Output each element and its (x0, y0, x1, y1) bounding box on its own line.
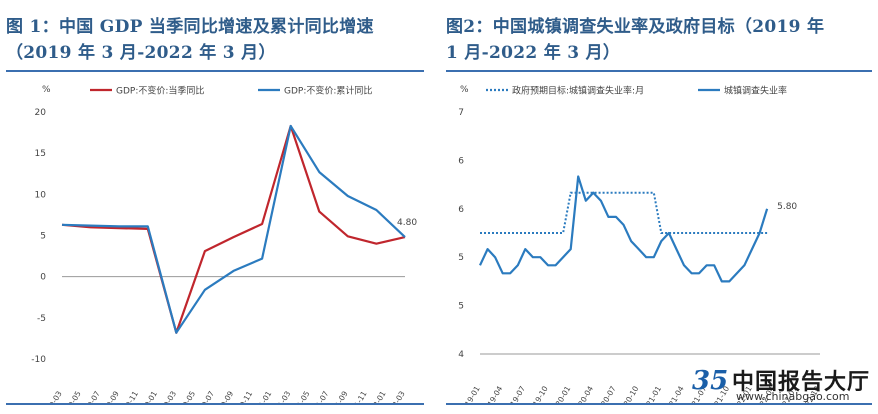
x-tick-label: 2022-03 (383, 389, 407, 404)
series-line-0 (61, 124, 406, 334)
x-tick-label: 2019-07 (504, 384, 528, 404)
x-tick-label: 2022-01 (364, 389, 388, 404)
x-tick-label: 2019-04 (481, 384, 505, 404)
y-tick-label: 10 (35, 190, 47, 200)
y-tick-label: 5 (458, 302, 464, 312)
y-tick-label: 5 (458, 253, 464, 263)
x-tick-label: 2021-09 (326, 389, 350, 404)
y-tick-label: -5 (37, 314, 46, 324)
data-annotation: 5.80 (777, 202, 797, 212)
y-tick-label: 6 (458, 156, 464, 166)
x-tick-label: 2019-05 (59, 389, 83, 404)
y-tick-label: 20 (35, 108, 47, 118)
watermark-name: 中国报告大厅 (732, 370, 871, 395)
x-tick-label: 2019-10 (526, 384, 550, 404)
left-chart-panel: 图 1：中国 GDP 当季同比增速及累计同比增速 （2019 年 3 月-202… (0, 0, 430, 414)
y-tick-label: 5 (40, 232, 46, 242)
legend-label: 城镇调查失业率 (724, 85, 787, 97)
y-axis-label: % (460, 85, 469, 95)
x-tick-label: 2020-10 (617, 384, 641, 404)
x-tick-label: 2021-03 (269, 389, 293, 404)
y-tick-label: 6 (458, 205, 464, 215)
x-tick-label: 2020-01 (549, 384, 573, 404)
right-chart-panel: 图2：中国城镇调查失业率及政府目标（2019 年 1 月-2022 年 3 月）… (440, 0, 878, 414)
data-annotation: 4.80 (397, 218, 417, 228)
x-tick-label: 2020-11 (231, 389, 255, 404)
x-tick-label: 2020-05 (174, 389, 198, 404)
x-tick-label: 2019-03 (40, 389, 64, 404)
x-tick-label: 2019-09 (97, 389, 121, 404)
x-tick-label: 2020-03 (155, 389, 179, 404)
x-tick-label: 2021-04 (662, 384, 686, 404)
watermark-logo: 35 (692, 366, 729, 396)
x-tick-label: 2020-01 (136, 389, 160, 404)
bottom-divider (6, 403, 424, 405)
x-tick-label: 2019-11 (116, 389, 140, 404)
bottom-divider (446, 403, 872, 405)
y-tick-label: 0 (40, 273, 46, 283)
x-tick-label: 2019-07 (78, 389, 102, 404)
y-axis-label: % (42, 85, 51, 95)
series-line-target (480, 191, 768, 234)
y-tick-label: 7 (458, 108, 464, 118)
legend-label: GDP:不变价:累计同比 (284, 85, 372, 97)
x-tick-label: 2020-07 (594, 384, 618, 404)
chart-title: 图2：中国城镇调查失业率及政府目标（2019 年 1 月-2022 年 3 月） (446, 17, 825, 63)
legend-label: 政府预期目标:城镇调查失业率:月 (512, 85, 644, 97)
x-tick-label: 2021-01 (640, 384, 664, 404)
legend-label: GDP:不变价:当季同比 (116, 85, 204, 97)
y-tick-label: 4 (458, 350, 464, 360)
x-tick-label: 2021-01 (250, 389, 274, 404)
series-line-1 (61, 124, 406, 334)
x-tick-label: 2020-04 (572, 384, 596, 404)
watermark: 35 中国报告大厅 www.chinabgao.com (692, 362, 870, 406)
chart-title: 图 1：中国 GDP 当季同比增速及累计同比增速 （2019 年 3 月-202… (6, 17, 374, 63)
y-tick-label: 15 (35, 149, 46, 159)
gdp-growth-chart: %-10-5051015202019-032019-052019-072019-… (31, 85, 417, 405)
x-tick-label: 2021-05 (288, 389, 312, 404)
x-tick-label: 2020-07 (193, 389, 217, 404)
x-tick-label: 2021-07 (307, 389, 331, 404)
x-tick-label: 2019-01 (458, 384, 482, 404)
x-tick-label: 2021-11 (345, 389, 369, 404)
watermark-url: www.chinabgao.com (736, 390, 850, 403)
series-line-1 (479, 175, 769, 283)
title-divider (446, 70, 872, 72)
title-divider (6, 70, 424, 72)
y-tick-label: -10 (31, 355, 46, 365)
x-tick-label: 2020-09 (212, 389, 236, 404)
